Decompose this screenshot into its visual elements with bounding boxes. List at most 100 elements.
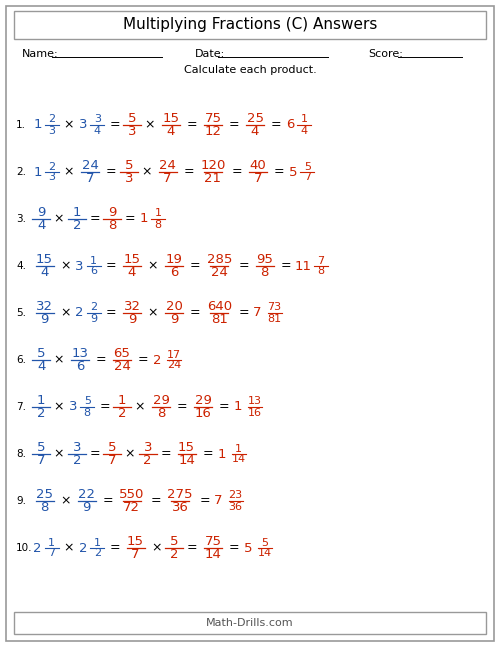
Text: =: = [232,166,242,179]
Text: 8.: 8. [16,449,26,459]
Text: ×: × [60,494,71,507]
Text: ×: × [54,400,64,413]
Text: 75: 75 [204,535,222,548]
Text: =: = [89,212,100,226]
Text: =: = [106,307,117,320]
Text: 285: 285 [206,253,232,266]
Text: 11: 11 [294,259,312,272]
Text: 8: 8 [40,501,48,514]
Text: 3: 3 [72,441,81,454]
Text: 275: 275 [168,488,193,501]
Text: 7: 7 [317,256,324,265]
Text: 24: 24 [167,360,181,371]
Text: 5: 5 [170,535,178,548]
Text: 2: 2 [153,353,161,366]
Text: Multiplying Fractions (C) Answers: Multiplying Fractions (C) Answers [123,17,377,32]
Text: =: = [183,166,194,179]
Text: ×: × [148,307,158,320]
Text: 15: 15 [162,112,180,125]
Text: 7: 7 [254,172,262,185]
Bar [14,612,486,634]
Text: 5: 5 [37,441,46,454]
Text: =: = [274,166,284,179]
Text: 3: 3 [128,125,136,138]
Text: ×: × [148,259,158,272]
Text: 9: 9 [40,313,48,326]
Text: 6: 6 [170,266,178,279]
Text: 14: 14 [232,454,245,465]
Text: 14: 14 [258,549,272,558]
Text: 12: 12 [204,125,222,138]
Text: 4: 4 [94,126,101,135]
Text: 2: 2 [48,162,56,171]
Text: ×: × [125,448,135,461]
Text: ×: × [142,166,152,179]
Text: 72: 72 [123,501,140,514]
Text: 2: 2 [90,303,98,313]
Text: 4: 4 [300,126,308,135]
Text: 10.: 10. [16,543,32,553]
Text: 9: 9 [170,313,178,326]
Text: 7.: 7. [16,402,26,412]
Text: 9: 9 [108,206,116,219]
Text: 2: 2 [94,549,101,558]
Text: 640: 640 [206,300,232,313]
Text: 3: 3 [94,115,101,124]
Text: Score:: Score: [368,49,403,59]
Text: 3: 3 [48,126,55,135]
Text: 5: 5 [304,162,311,171]
Text: 40: 40 [250,159,266,172]
Text: 73: 73 [268,303,281,313]
Text: Math-Drills.com: Math-Drills.com [206,618,294,628]
Text: ×: × [64,166,74,179]
Text: 2.: 2. [16,167,26,177]
Text: 1: 1 [72,206,81,219]
Text: 1: 1 [33,166,42,179]
Text: 2: 2 [118,407,126,420]
Text: 20: 20 [166,300,182,313]
Text: 29: 29 [152,394,170,407]
Text: 24: 24 [211,266,228,279]
Text: 7: 7 [48,549,56,558]
Text: 16: 16 [248,408,262,417]
Text: 120: 120 [200,159,226,172]
Text: =: = [186,542,198,554]
Text: =: = [109,118,120,131]
Text: 550: 550 [119,488,144,501]
Text: =: = [124,212,136,226]
Text: =: = [176,400,188,413]
Text: ×: × [151,542,162,554]
Text: 7: 7 [86,172,94,185]
Text: 8: 8 [108,219,116,232]
Text: =: = [190,307,200,320]
Text: =: = [99,400,110,413]
Text: 6: 6 [76,360,84,373]
Text: 2: 2 [144,454,152,467]
Text: 1: 1 [235,443,242,454]
Text: 29: 29 [194,394,212,407]
Text: 3: 3 [48,173,55,182]
Text: 2: 2 [33,542,42,554]
Text: =: = [228,118,239,131]
Text: 9: 9 [90,314,98,324]
Text: 7: 7 [254,307,262,320]
Text: 9: 9 [128,313,136,326]
Text: 9: 9 [37,206,46,219]
Text: 3: 3 [75,259,84,272]
Text: 24: 24 [159,159,176,172]
Text: 17: 17 [167,349,181,360]
Text: 24: 24 [82,159,98,172]
Text: 7: 7 [304,173,311,182]
Text: 7: 7 [163,172,172,185]
Text: 5: 5 [124,159,133,172]
Text: 9.: 9. [16,496,26,506]
Text: 19: 19 [166,253,182,266]
Text: =: = [150,494,162,507]
Text: ×: × [54,212,64,226]
Text: =: = [138,353,148,366]
Text: 9: 9 [82,501,90,514]
Text: 81: 81 [211,313,228,326]
Text: 36: 36 [228,501,242,512]
Text: ×: × [60,307,71,320]
Text: 4: 4 [37,360,46,373]
